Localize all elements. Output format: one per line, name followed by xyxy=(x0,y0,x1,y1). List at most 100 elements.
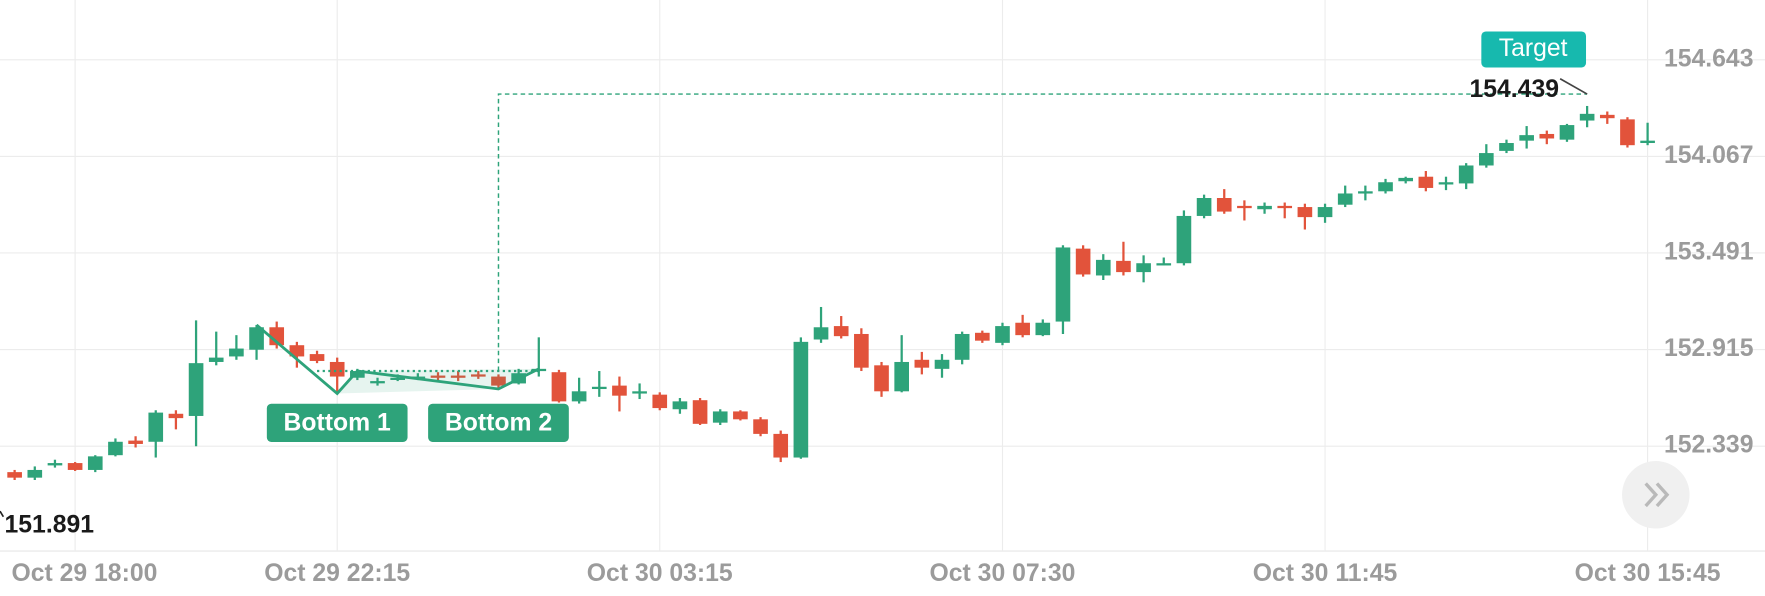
candle-body xyxy=(108,441,123,456)
target-label: Target xyxy=(1499,35,1568,62)
candle-body xyxy=(450,375,466,378)
candle-body xyxy=(1479,153,1494,166)
candle-body xyxy=(1317,207,1333,218)
candle-body xyxy=(1519,135,1534,141)
x-tick-label: Oct 29 22:15 xyxy=(264,560,410,587)
candle-body xyxy=(1539,133,1555,139)
candle-body xyxy=(612,385,627,396)
candle-body xyxy=(128,440,143,444)
y-tick-label: 152.915 xyxy=(1664,335,1754,362)
candle-body xyxy=(1438,182,1454,185)
candle-body xyxy=(168,413,184,419)
candle-body xyxy=(27,469,43,478)
candle-body xyxy=(793,341,809,458)
candle-body xyxy=(471,374,486,377)
candle-body xyxy=(1116,260,1131,273)
candle-body xyxy=(7,472,22,478)
x-tick-label: Oct 29 18:00 xyxy=(11,560,157,587)
candle-body xyxy=(67,463,83,470)
candle-body xyxy=(571,391,587,402)
y-tick-label: 154.067 xyxy=(1664,142,1754,169)
candle-body xyxy=(1237,205,1252,209)
candle-body xyxy=(1216,198,1232,212)
candle-body xyxy=(1156,263,1172,266)
expand-button[interactable] xyxy=(1622,461,1690,529)
candle-body xyxy=(733,411,748,420)
candle-body xyxy=(874,365,889,392)
candle-body xyxy=(652,394,668,409)
candle-body xyxy=(1075,248,1091,275)
candle-body xyxy=(914,359,930,368)
candle-body xyxy=(249,327,264,350)
candle-body xyxy=(1176,215,1192,264)
candle-body xyxy=(188,363,204,416)
target-value-label: 154.439 xyxy=(1469,76,1559,103)
candle-body xyxy=(350,371,365,378)
candle-body xyxy=(1640,140,1655,144)
candle-body xyxy=(1095,259,1111,276)
candle-body xyxy=(1297,207,1313,218)
target-connector xyxy=(1559,77,1588,95)
candle-body xyxy=(229,348,244,357)
candle-body xyxy=(1035,322,1051,336)
candle-body xyxy=(1378,182,1393,192)
target-line xyxy=(497,93,1588,372)
y-tick-label: 154.643 xyxy=(1664,45,1754,72)
candle-body xyxy=(753,419,768,434)
y-tick-label: 153.491 xyxy=(1664,239,1754,266)
candle-body xyxy=(370,381,385,384)
candle-body xyxy=(954,333,970,360)
candle-body xyxy=(813,327,829,340)
candle-body xyxy=(975,332,990,341)
candle-body xyxy=(1499,143,1514,151)
candle-body xyxy=(1458,165,1474,184)
candle-body xyxy=(1015,322,1030,336)
candle-body xyxy=(591,386,607,390)
bottom-box xyxy=(428,403,569,442)
x-tick-label: Oct 30 15:45 xyxy=(1575,560,1721,587)
candle-body xyxy=(692,400,708,424)
bottom-box xyxy=(266,403,408,442)
y-tick-label: 152.339 xyxy=(1664,432,1754,459)
candle-body xyxy=(1277,205,1293,209)
x-tick-label: Oct 30 11:45 xyxy=(1253,560,1398,587)
low-value-label: 151.891 xyxy=(5,511,95,538)
candle-body xyxy=(491,376,506,386)
candle-body xyxy=(833,326,849,337)
candle-body xyxy=(208,357,224,362)
candle-body xyxy=(148,412,164,442)
candle-body xyxy=(1599,114,1615,119)
x-tick-label: Oct 30 03:15 xyxy=(587,560,733,587)
bottom-label: Bottom 1 xyxy=(284,409,392,436)
bottom-label: Bottom 2 xyxy=(445,409,552,436)
annotations: 152.339 152.915 153.491 154.067 154.643 Oct 2… xyxy=(0,31,1754,587)
candles xyxy=(7,105,1655,481)
candle-body xyxy=(551,372,567,402)
target-box xyxy=(1481,31,1587,68)
candle-body xyxy=(1559,125,1575,140)
low-marker xyxy=(0,510,5,518)
candle-body xyxy=(1398,177,1414,182)
candle-body xyxy=(289,345,305,357)
candle-body xyxy=(1136,263,1151,273)
candle-body xyxy=(672,401,688,410)
candle-body xyxy=(1358,191,1373,194)
candle-body xyxy=(47,463,63,466)
candle-body xyxy=(1196,198,1212,216)
candle-body xyxy=(87,456,103,470)
candle-body xyxy=(894,361,909,392)
candle-body xyxy=(390,377,405,380)
candle-body xyxy=(329,361,345,377)
x-tick-label: Oct 30 07:30 xyxy=(930,560,1076,587)
candle-body xyxy=(995,326,1010,343)
candle-body xyxy=(1055,247,1071,322)
candle-body xyxy=(309,354,325,361)
candle-body xyxy=(773,433,789,458)
candle-body xyxy=(1620,119,1635,146)
candle-body xyxy=(1337,193,1353,205)
candle-body xyxy=(1418,176,1434,188)
candle-body xyxy=(430,375,446,378)
candle-body xyxy=(712,411,728,423)
expand-icon[interactable] xyxy=(1644,482,1670,508)
candle-body xyxy=(1257,205,1272,210)
